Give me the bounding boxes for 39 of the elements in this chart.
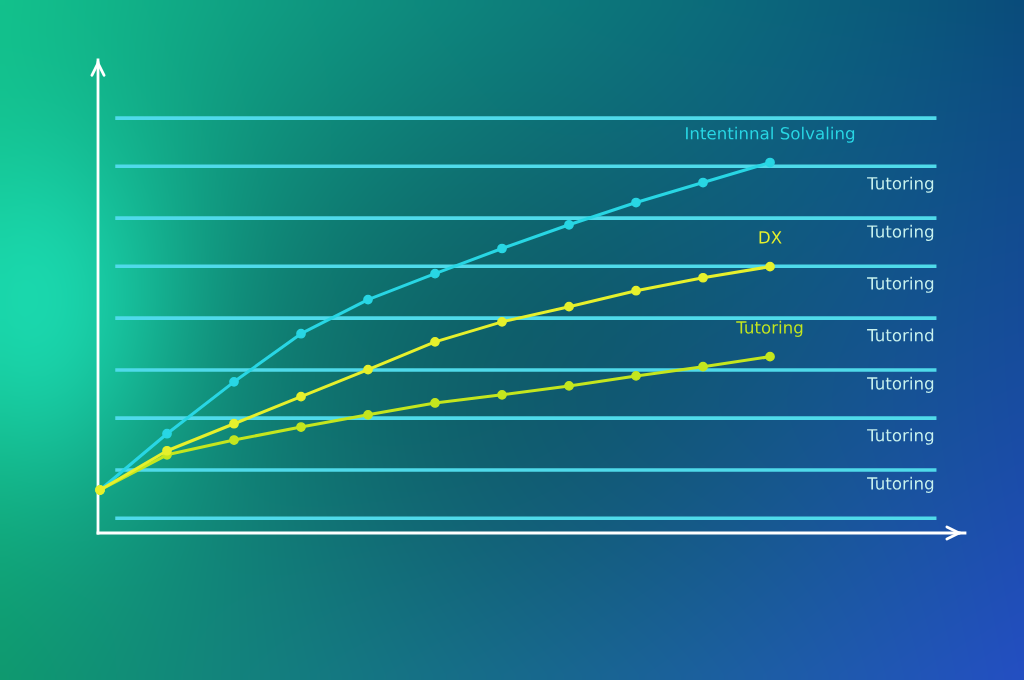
- point: [631, 197, 641, 208]
- point: [430, 336, 440, 347]
- point: [497, 316, 507, 327]
- series-label: DX: [759, 231, 782, 244]
- series-label: Intentinnal Solvaling: [686, 126, 855, 143]
- point: [363, 364, 373, 375]
- point: [765, 351, 775, 362]
- ref-line-label: Tutoring: [867, 376, 934, 393]
- point: [296, 422, 306, 432]
- point: [564, 219, 574, 230]
- point: [229, 418, 239, 429]
- ref-line-label: Tutoring: [867, 476, 934, 493]
- point: [229, 376, 239, 387]
- point: [497, 243, 507, 254]
- point: [430, 268, 440, 279]
- point: [631, 285, 641, 296]
- point: [162, 445, 172, 456]
- point: [497, 389, 507, 400]
- point: [296, 328, 306, 339]
- point: [765, 157, 775, 168]
- ref-line-label: Tutorind: [867, 328, 934, 342]
- point: [765, 261, 775, 272]
- point: [229, 435, 239, 445]
- point: [698, 177, 708, 188]
- point: [162, 428, 172, 439]
- point: [296, 391, 306, 402]
- ref-line-label: Tutoring: [867, 224, 934, 241]
- ref-line-label: Tutoring: [867, 176, 934, 193]
- point: [698, 361, 708, 372]
- series-label: Tutoring: [736, 320, 803, 337]
- ref-line-label: Tutoring: [867, 276, 934, 293]
- point: [698, 272, 708, 283]
- ref-line-label: Tutoring: [867, 428, 934, 445]
- point: [430, 398, 440, 408]
- point: [363, 409, 373, 420]
- point: [564, 381, 574, 391]
- point: [631, 371, 641, 381]
- point: [363, 294, 373, 305]
- point: [564, 301, 574, 312]
